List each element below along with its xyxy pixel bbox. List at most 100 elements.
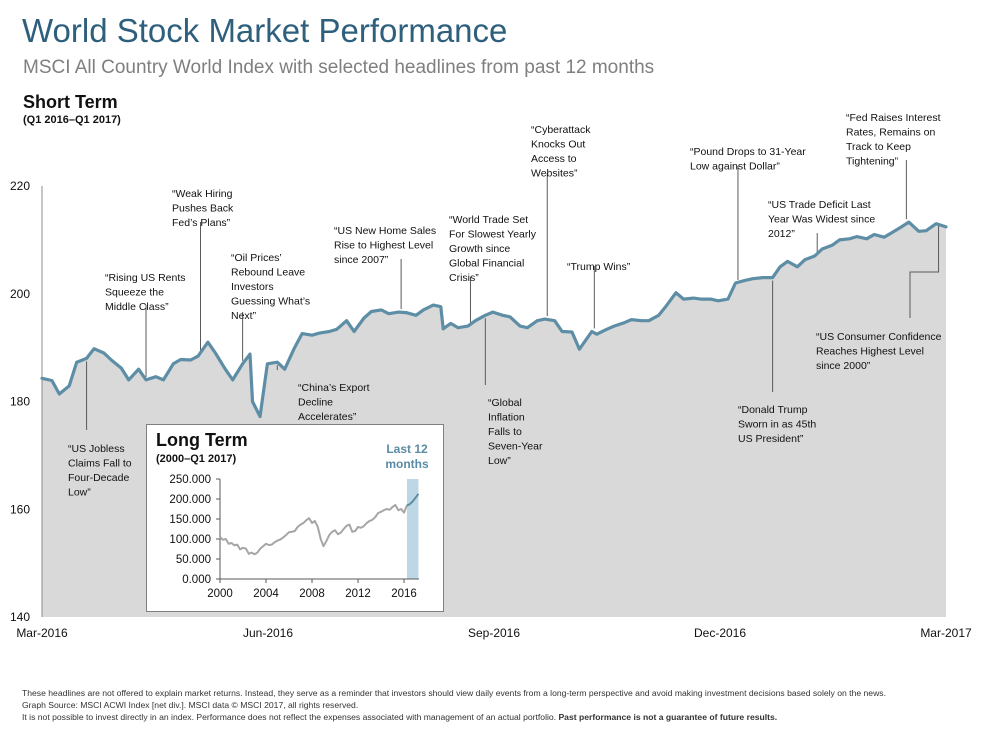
short-term-series-line: [40, 220, 948, 419]
y-tick-label: 140: [10, 610, 30, 624]
headline-annotation-line: Accelerates”: [298, 411, 357, 423]
headline-annotation-line: Tightening”: [846, 156, 899, 168]
headline-annotation-line: “Oil Prices’: [231, 252, 282, 264]
headline-annotation: “US Consumer Confidence Reaches Highest L…: [816, 331, 942, 372]
headline-annotation: “Pound Drops to 31-Year Low against Dolla…: [690, 146, 806, 173]
x-tick-label: Mar-2017: [920, 626, 972, 640]
headline-annotation-line: Low”: [488, 455, 511, 467]
headline-annotation: “Donald Trump Sworn in as 45th US Presiden…: [738, 404, 816, 445]
headline-annotation-line: “US Trade Deficit Last: [768, 199, 871, 211]
headline-annotation-line: “US Consumer Confidence: [816, 331, 942, 343]
headline-annotation-line: Track to Keep: [846, 141, 911, 153]
y-tick-label: 160: [10, 502, 30, 516]
headline-annotation-line: Seven-Year: [488, 441, 543, 453]
headline-annotation-line: Websites”: [531, 168, 578, 180]
inset-x-tick-label: 2008: [299, 588, 325, 600]
headline-annotation: “Oil Prices’ Rebound Leave Investors Guessi…: [231, 252, 310, 322]
headline-annotation-line: since 2000”: [816, 360, 871, 372]
headline-annotation: “US Jobless Claims Fall to Four-Decade Low”: [68, 443, 132, 499]
headline-annotation-line: “Rising US Rents: [105, 272, 186, 284]
last-12-months-label: Last 12 months: [385, 442, 429, 471]
headline-annotation-line: Claims Fall to: [68, 458, 132, 470]
headline-annotation-line: Rates, Remains on: [846, 127, 935, 139]
inset-y-tick-label: 100.000: [169, 534, 211, 546]
footer-risk-note: It is not possible to invest directly in…: [22, 712, 777, 722]
headline-annotation-line: For Slowest Yearly: [449, 229, 537, 241]
inset-x-tick-label: 2016: [391, 588, 417, 600]
headline-annotation-line: Global Financial: [449, 258, 524, 270]
headline-annotation: “Weak Hiring Pushes Back Fed’s Plans”: [172, 188, 234, 229]
headline-annotation: “Cyberattack Knocks Out Access to Websites”: [531, 124, 591, 180]
headline-annotation-line: Falls to: [488, 426, 522, 438]
headline-annotation-line: Rebound Leave: [231, 267, 305, 279]
long-term-series-line: [219, 504, 408, 556]
headline-annotation-line: Reaches Highest Level: [816, 346, 924, 358]
y-tick-label: 200: [10, 287, 30, 301]
headline-annotation-line: “Fed Raises Interest: [846, 112, 941, 124]
x-tick-label: Mar-2016: [16, 626, 68, 640]
headline-annotation: “Rising US Rents Squeeze the Middle Class”: [105, 272, 186, 313]
headline-annotation-line: Low”: [68, 487, 91, 499]
headline-annotation-line: 2012”: [768, 228, 795, 240]
inset-y-tick-label: 50.000: [176, 554, 211, 566]
headline-annotation: “Global Inflation Falls to Seven-Year Low”: [488, 397, 543, 467]
headline-annotation: “US New Home Sales Rise to Highest Level s…: [334, 225, 436, 266]
inset-y-tick-label: 0.000: [182, 574, 211, 586]
headline-annotation-line: “Cyberattack: [531, 124, 591, 136]
inset-x-tick-label: 2000: [207, 588, 233, 600]
headline-annotation-line: Squeeze the: [105, 287, 164, 299]
footer-source: Graph Source: MSCI ACWI Index [net div.]…: [22, 700, 359, 710]
short-term-title: Short Term: [23, 92, 118, 112]
headline-annotation-line: Decline: [298, 397, 333, 409]
headline-annotation-line: Growth since: [449, 243, 510, 255]
headline-annotation-line: “Pound Drops to 31-Year: [690, 146, 806, 158]
long-term-period: (2000–Q1 2017): [156, 453, 237, 465]
headline-annotation-line: Knocks Out: [531, 139, 585, 151]
headline-annotation-line: “Donald Trump: [738, 404, 808, 416]
inset-y-tick-label: 250.000: [169, 474, 211, 486]
inset-y-tick-label: 150.000: [169, 514, 211, 526]
headline-annotation: “China’s Export Decline Accelerates”: [298, 382, 370, 423]
inset-x-tick-label: 2004: [253, 588, 279, 600]
footer-risk-text: It is not possible to invest directly in…: [22, 712, 559, 722]
headline-annotation-line: Guessing What’s: [231, 296, 310, 308]
long-term-title: Long Term: [156, 430, 248, 450]
last-12-months-highlight: [406, 479, 419, 579]
inset-x-tick-label: 2012: [345, 588, 371, 600]
headline-annotation-line: “Trump Wins”: [567, 261, 631, 273]
headline-annotation-line: Inflation: [488, 412, 525, 424]
page-title: World Stock Market Performance: [22, 12, 508, 49]
headline-annotation-line: Pushes Back: [172, 203, 234, 215]
headline-annotation-line: Rise to Highest Level: [334, 240, 433, 252]
headline-annotation-line: “World Trade Set: [449, 214, 528, 226]
headline-annotation: “Fed Raises Interest Rates, Remains on Tra…: [846, 112, 941, 168]
headline-annotation: “World Trade Set For Slowest Yearly Growth…: [449, 214, 537, 284]
headline-annotation-line: Access to: [531, 153, 577, 165]
y-tick-label: 220: [10, 179, 30, 193]
headline-annotation-line: Low against Dollar”: [690, 161, 780, 173]
annotation-leader: [909, 225, 940, 318]
headline-annotation-line: Sworn in as 45th: [738, 419, 816, 431]
short-term-period: (Q1 2016–Q1 2017): [23, 114, 121, 126]
headline-annotation-line: Next”: [231, 310, 257, 322]
footer-past-performance: Past performance is not a guarantee of f…: [558, 712, 778, 722]
headline-annotation-line: Middle Class”: [105, 301, 169, 313]
headline-annotation-line: “Global: [488, 397, 522, 409]
x-tick-label: Dec-2016: [694, 626, 746, 640]
headline-annotation-line: “US Jobless: [68, 443, 125, 455]
headline-annotation: “Trump Wins”: [567, 261, 631, 273]
headline-annotation-line: Year Was Widest since: [768, 214, 875, 226]
headline-annotation-line: Fed’s Plans”: [172, 217, 231, 229]
long-term-chart: 0.000 50.000 100.000 150.000 200.000 250.000 2…: [169, 474, 420, 600]
headline-annotation-line: “US New Home Sales: [334, 225, 436, 237]
headline-annotation-line: Investors: [231, 281, 274, 293]
page-subtitle: MSCI All Country World Index with select…: [23, 57, 655, 78]
footer-disclaimer: These headlines are not offered to expla…: [22, 688, 886, 698]
headline-annotation-line: since 2007”: [334, 254, 389, 266]
x-tick-label: Jun-2016: [243, 626, 293, 640]
last-12-months-series-line: [406, 493, 420, 507]
y-tick-label: 180: [10, 395, 30, 409]
headline-annotation-line: Crisis”: [449, 272, 479, 284]
x-tick-label: Sep-2016: [468, 626, 520, 640]
